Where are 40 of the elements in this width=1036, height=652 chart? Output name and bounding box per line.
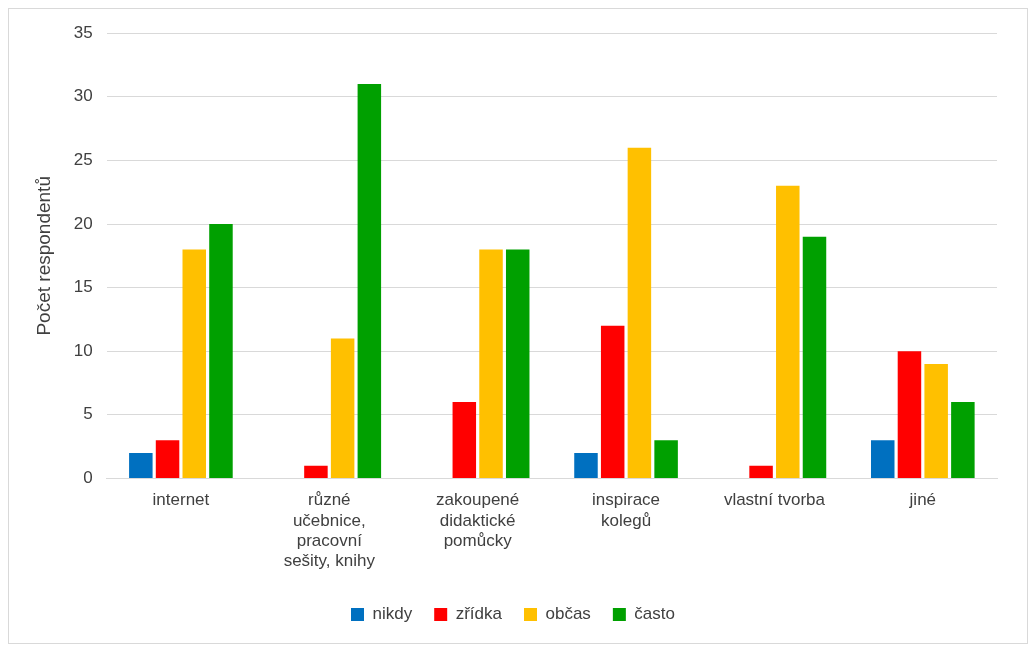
bar [505, 249, 530, 478]
y-tick-label: 35 [73, 22, 93, 42]
bar [749, 465, 773, 478]
y-tick-label: 20 [73, 213, 93, 233]
bar [357, 84, 382, 478]
y-tick-label: 0 [83, 468, 93, 488]
x-tick-label: inspirace kolegů [592, 490, 661, 530]
legend-label: často [634, 604, 675, 624]
y-tick-label: 30 [73, 86, 93, 106]
x-tick-label: zakoupené didaktické pomůcky [436, 490, 520, 551]
bar [129, 452, 153, 478]
y-tick-label: 5 [83, 404, 93, 424]
bar [330, 338, 355, 478]
x-tick-label: jiné [908, 490, 937, 510]
bar [155, 440, 180, 478]
bar [776, 185, 800, 478]
bar [897, 351, 922, 478]
bar [951, 402, 975, 478]
bar [600, 325, 625, 478]
y-tick-label: 25 [73, 150, 93, 170]
y-axis-title: Počet respondentů [32, 176, 54, 336]
bar [870, 440, 895, 478]
bar [574, 452, 598, 478]
bar [479, 249, 503, 478]
bar [304, 465, 328, 478]
bar [209, 224, 233, 478]
bar [627, 147, 652, 478]
x-tick-label: vlastní tvorba [723, 490, 826, 510]
legend-label: zřídka [455, 604, 503, 624]
bar [452, 402, 477, 478]
bar [654, 440, 678, 478]
legend-label: nikdy [372, 604, 413, 624]
bar [182, 249, 207, 478]
x-tick-label: internet [152, 490, 210, 510]
bar [924, 363, 948, 478]
legend-label: občas [545, 604, 591, 624]
y-tick-label: 10 [73, 340, 93, 360]
bar [802, 236, 827, 478]
y-tick-label: 15 [73, 277, 93, 297]
x-tick-label: různé učebnice, pracovní sešity, knihy [283, 490, 376, 571]
